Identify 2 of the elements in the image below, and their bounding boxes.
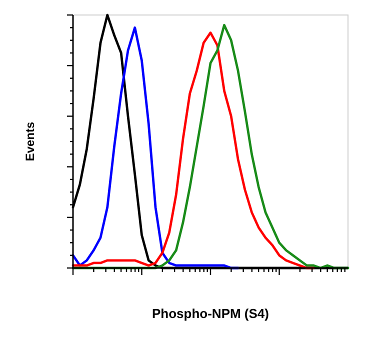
y-axis-title: Events xyxy=(23,122,37,162)
x-axis-title: Phospho-NPM (S4) xyxy=(152,306,269,321)
